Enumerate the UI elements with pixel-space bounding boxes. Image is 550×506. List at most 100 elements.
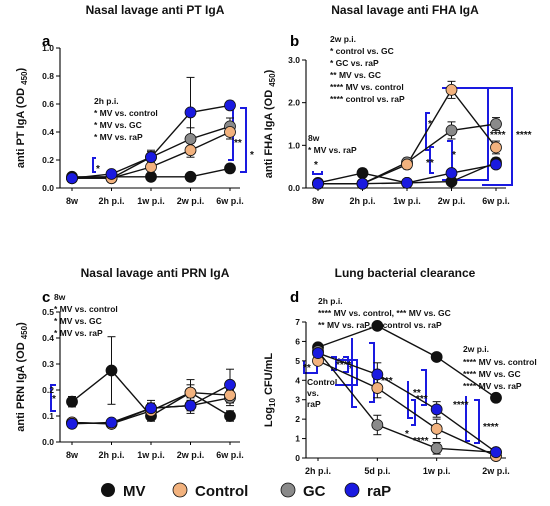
panel-b-xtick-label: 6w p.i. <box>482 196 510 206</box>
panel-a-sig-2: ** <box>234 138 242 149</box>
panel-d-bracket-1 <box>303 361 318 374</box>
panel-b-annotation-6: **** control vs. raP <box>330 94 405 104</box>
panel-d-xtick-label: 1w p.i. <box>423 466 451 476</box>
panel-c-ytick-label: 0.0 <box>42 437 54 447</box>
panel-a-ylabel-rest: ) <box>15 68 27 72</box>
legend-label-mv: MV <box>123 483 146 500</box>
panel-b-ylabel-sub: 450 <box>268 73 277 87</box>
panel-d-point-gc <box>430 442 443 455</box>
panel-b-sig-2: * <box>428 119 432 130</box>
panel-a-sig-1: * <box>96 164 100 175</box>
panel-c-point-rap <box>184 399 197 412</box>
panel-a: Nasal lavage anti PT IgA a 2h p.i. * MV … <box>15 3 254 206</box>
panel-d-ylabel-rest: CFU/mL <box>263 353 275 399</box>
panel-d-line-mv <box>317 325 497 399</box>
panel-b-annotation-7: 8w <box>308 133 320 143</box>
panel-b-annotation-3: * GC vs. raP <box>330 58 379 68</box>
panel-a-point-gc <box>184 133 197 145</box>
panel-b-sig-6: **** <box>516 130 532 141</box>
panel-c-annotation-3: * MV vs. GC <box>54 316 102 326</box>
panel-a-point-rap <box>145 151 157 164</box>
panel-c-ylabel-rest: ) <box>15 322 27 326</box>
panel-c-letter: c <box>42 289 50 306</box>
panel-c-sig-1: * <box>52 394 56 405</box>
panel-b-bracket-5 <box>482 87 513 186</box>
panel-d-point-rap <box>312 347 324 359</box>
panel-a-point-rap <box>66 172 78 185</box>
panel-d-ytick-label: 0 <box>295 453 300 463</box>
panel-c-xtick-label: 2w p.i. <box>177 450 205 460</box>
panel-b-point-rap <box>490 158 502 171</box>
panel-b-sig-5: **** <box>490 130 506 141</box>
panel-d-point-mv <box>371 319 384 332</box>
panel-d-point-mv <box>490 391 502 404</box>
panel-b-bracket-2 <box>429 146 434 174</box>
panel-b-bracket-4 <box>442 87 489 181</box>
panel-c-xtick-label: 8w <box>66 450 79 460</box>
panel-b-point-rap <box>445 167 458 179</box>
panel-b-point-control <box>490 141 502 154</box>
panel-d-annotation-7: **** MV vs. raP <box>463 381 522 391</box>
panel-a-point-control <box>145 161 157 173</box>
panel-d-sig-5: *** <box>381 376 393 387</box>
panel-c-point-control <box>224 389 236 402</box>
panel-c-annotation-1: 8w <box>54 292 66 302</box>
panel-d-point-control <box>430 422 443 435</box>
panel-d-sig-11: **** <box>483 422 499 433</box>
panel-d-line-gc <box>317 350 497 453</box>
panel-d-point-rap <box>371 368 384 381</box>
panel-d-xtick-label: 5d p.i. <box>364 466 390 476</box>
panel-d-ytick-label: 4 <box>295 375 300 385</box>
panel-d-xtick-label: 2w p.i. <box>482 466 510 476</box>
panel-d-bracket-10 <box>465 396 470 442</box>
panel-b-bracket-8w <box>312 171 323 175</box>
panel-b-point-rap <box>401 176 413 189</box>
panel-b-point-rap <box>356 177 369 190</box>
panel-d-bracket-7 <box>421 369 427 406</box>
panel-d-point-rap <box>430 403 443 416</box>
panel-a-xtick-label: 1w p.i. <box>137 196 165 206</box>
panel-d-bracket-11 <box>474 399 480 444</box>
panel-d-sig-6: *** <box>416 394 428 405</box>
panel-b-annotation-1: 2w p.i. <box>330 34 356 44</box>
panel-d-point-mv <box>430 351 443 363</box>
legend: MV Control GC raP <box>101 482 391 500</box>
panel-b-annotation-2: * control vs. GC <box>330 46 394 56</box>
panel-d-ytick-label: 3 <box>295 395 300 405</box>
panel-d-annotation-10: raP <box>307 399 321 409</box>
panel-a-ytick-label: 0.0 <box>42 183 54 193</box>
panel-a-bracket-2h <box>92 157 96 173</box>
panel-d-ytick-label: 2 <box>295 414 300 424</box>
panel-b-sig-4: * <box>452 150 456 161</box>
panel-d-sig-10: **** <box>453 400 469 411</box>
panel-c-point-mv <box>224 410 236 422</box>
panel-b-sig-1: * <box>314 160 318 171</box>
panel-b-annotation-5: **** MV vs. control <box>330 82 404 92</box>
panel-c-ytick-label: 0.2 <box>42 385 54 395</box>
panel-a-point-mv <box>145 170 157 183</box>
panel-c-point-mv <box>105 364 118 377</box>
panel-c-point-rap <box>145 402 157 415</box>
panel-a-point-mv <box>184 170 197 183</box>
panel-c-bracket-8w <box>50 384 56 412</box>
panel-a-ytick-label: 0.4 <box>42 127 54 137</box>
panel-c-point-rap <box>105 416 118 429</box>
panel-b-ytick-label: 3.0 <box>288 55 300 65</box>
panel-b-ylabel: anti FHA IgA (OD 450) <box>263 69 277 178</box>
panel-d-sig-7: ** <box>413 388 421 399</box>
panel-c-point-rap <box>224 378 236 391</box>
panel-a-point-control <box>184 144 197 157</box>
panel-d-annotation-1: 2h p.i. <box>318 296 343 306</box>
panel-d-bracket-9 <box>411 399 416 426</box>
panel-b-xtick-label: 2h p.i. <box>349 196 375 206</box>
legend-marker-mv <box>101 483 115 497</box>
panel-c-title: Nasal lavage anti PRN IgA <box>81 266 230 280</box>
panel-c-xtick-label: 6w p.i. <box>216 450 244 460</box>
panel-b-point-mv <box>356 167 369 179</box>
panel-c-ytick-label: 0.5 <box>42 307 54 317</box>
panel-a-title: Nasal lavage anti PT IgA <box>86 3 225 17</box>
panel-c-point-rap <box>66 417 78 430</box>
panel-a-xtick-label: 2w p.i. <box>177 196 205 206</box>
legend-label-rap: raP <box>367 483 391 500</box>
panel-c-xtick-label: 1w p.i. <box>137 450 165 460</box>
